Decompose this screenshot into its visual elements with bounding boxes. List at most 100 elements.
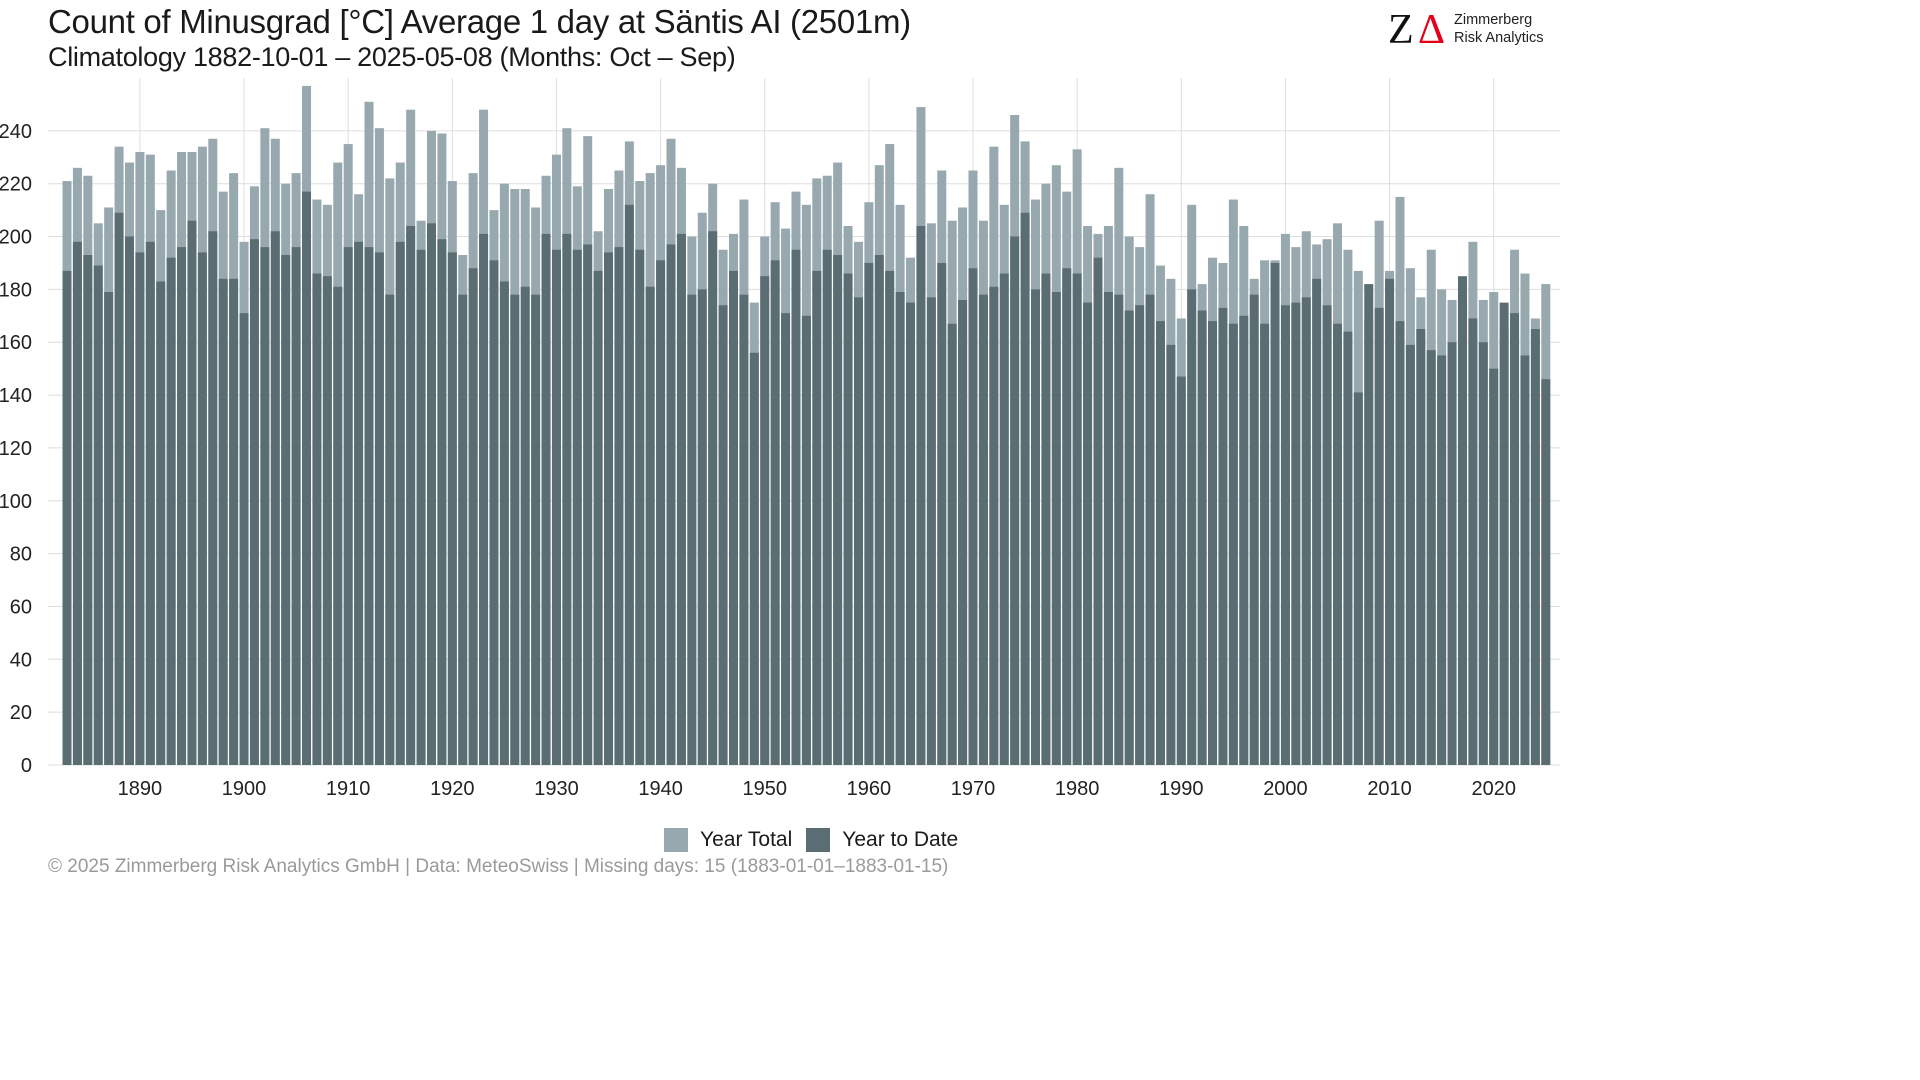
x-tick-label: 1940 (638, 778, 683, 800)
bar-year-to-date (270, 231, 280, 765)
bar-year-to-date (1176, 376, 1186, 765)
bar-year-to-date (1093, 257, 1103, 765)
bar-year-to-date (781, 313, 791, 765)
bar-year-to-date (531, 294, 541, 765)
bar-year-to-date (1208, 321, 1218, 765)
bar-year-to-date (124, 236, 134, 766)
bar-year-to-date (72, 241, 82, 766)
bar-year-to-date (583, 244, 593, 765)
bar-year-to-date (62, 270, 72, 765)
y-tick-label: 20 (10, 702, 32, 724)
bar-year-to-date (1072, 273, 1082, 765)
bar-year-to-date (1020, 212, 1030, 765)
x-tick-label: 1990 (1159, 778, 1204, 800)
bar-year-to-date (1343, 331, 1353, 765)
bar-year-to-date (1187, 289, 1197, 765)
bar-year-to-date (1530, 329, 1540, 765)
y-tick-label: 60 (10, 596, 32, 618)
bar-year-to-date (1499, 302, 1509, 765)
bar-year-to-date (135, 252, 145, 765)
bar-year-to-date (437, 239, 447, 765)
logo-line-2: Risk Analytics (1454, 30, 1544, 46)
bar-year-to-date (218, 278, 228, 765)
bar-year-to-date (1374, 307, 1384, 765)
bar-year-to-date (770, 260, 780, 765)
bar-year-to-date (1249, 294, 1259, 765)
bar-year-to-date (1364, 284, 1374, 765)
x-tick-label: 1890 (118, 778, 163, 800)
bar-year-to-date (177, 247, 187, 766)
bar-chart: 0 20 40 60 80 100 120 140 160 180 200 220 240 1890 19… (0, 78, 1560, 800)
year-to-date-series (62, 191, 1551, 766)
logo-line-1: Zimmerberg (1454, 12, 1533, 28)
bar-year-to-date (114, 212, 124, 765)
bar-year-to-date (166, 257, 176, 765)
bar-year-to-date (999, 273, 1009, 765)
bar-year-to-date (426, 223, 436, 766)
bar-year-to-date (1301, 297, 1311, 765)
chart-subtitle: Climatology 1882-10-01 – 2025-05-08 (Mon… (48, 42, 736, 72)
x-tick-label: 1970 (951, 778, 996, 800)
bar-year-to-date (843, 273, 853, 765)
bar-year-to-date (801, 315, 811, 765)
bar-year-to-date (624, 204, 634, 766)
bar-year-to-date (885, 270, 895, 765)
bar-year-to-date (1166, 344, 1176, 765)
y-tick-label: 40 (10, 649, 32, 671)
bar-year-to-date (187, 220, 197, 765)
bar-year-to-date (1541, 379, 1551, 765)
bar-year-to-date (281, 255, 291, 766)
x-tick-label: 2020 (1471, 778, 1516, 800)
legend: Year Total Year to Date (664, 826, 972, 854)
bar-year-to-date (1197, 310, 1207, 765)
bar-year-to-date (749, 352, 759, 765)
y-tick-label: 120 (0, 438, 32, 460)
bar-year-to-date (1489, 368, 1499, 765)
legend-label-year-to-date: Year to Date (842, 828, 959, 851)
bar-year-to-date (208, 231, 218, 765)
bar-year-to-date (989, 286, 999, 765)
legend-item-year-total: Year Total (664, 828, 792, 852)
bar-year-to-date (1468, 318, 1478, 765)
bar-year-to-date (739, 294, 749, 765)
bar-year-to-date (499, 281, 509, 765)
bar-year-to-date (406, 225, 416, 765)
y-tick-label: 160 (0, 332, 32, 354)
bar-year-to-date (864, 262, 874, 765)
bar-year-to-date (479, 233, 489, 766)
bar-year-to-date (947, 323, 957, 765)
legend-label-year-total: Year Total (700, 828, 793, 851)
bar-year-to-date (853, 297, 863, 765)
y-tick-label: 100 (0, 491, 32, 513)
bar-year-to-date (291, 247, 301, 766)
bar-year-to-date (1437, 355, 1447, 765)
bar-year-to-date (551, 249, 561, 765)
bar-year-to-date (1385, 278, 1395, 765)
bar-year-to-date (604, 252, 614, 765)
bar-year-to-date (1103, 292, 1113, 765)
bar-year-to-date (968, 268, 978, 765)
bar-year-to-date (1228, 323, 1238, 765)
bar-year-to-date (1062, 268, 1072, 765)
bar-year-to-date (312, 273, 322, 765)
bar-year-to-date (656, 260, 666, 765)
bar-year-to-date (510, 294, 520, 765)
y-tick-label: 140 (0, 385, 32, 407)
bar-year-to-date (489, 260, 499, 765)
bar-year-to-date (343, 247, 353, 766)
bar-year-to-date (385, 294, 395, 765)
x-axis: 1890 1900 1910 1920 1930 1940 1950 1960 1970 1980… (118, 778, 1516, 800)
x-tick-label: 1900 (222, 778, 267, 800)
bar-year-to-date (1416, 329, 1426, 765)
bar-year-to-date (614, 247, 624, 766)
bar-year-to-date (1239, 315, 1249, 765)
bar-year-to-date (1155, 321, 1165, 765)
chart-title: Count of Minusgrad [°C] Average 1 day at… (48, 3, 911, 40)
bar-year-to-date (676, 233, 686, 766)
y-tick-label: 80 (10, 544, 32, 566)
bar-year-to-date (1270, 262, 1280, 765)
bar-year-to-date (687, 294, 697, 765)
bar-year-to-date (728, 270, 738, 765)
bar-year-to-date (1333, 323, 1343, 765)
y-tick-label: 180 (0, 279, 32, 301)
